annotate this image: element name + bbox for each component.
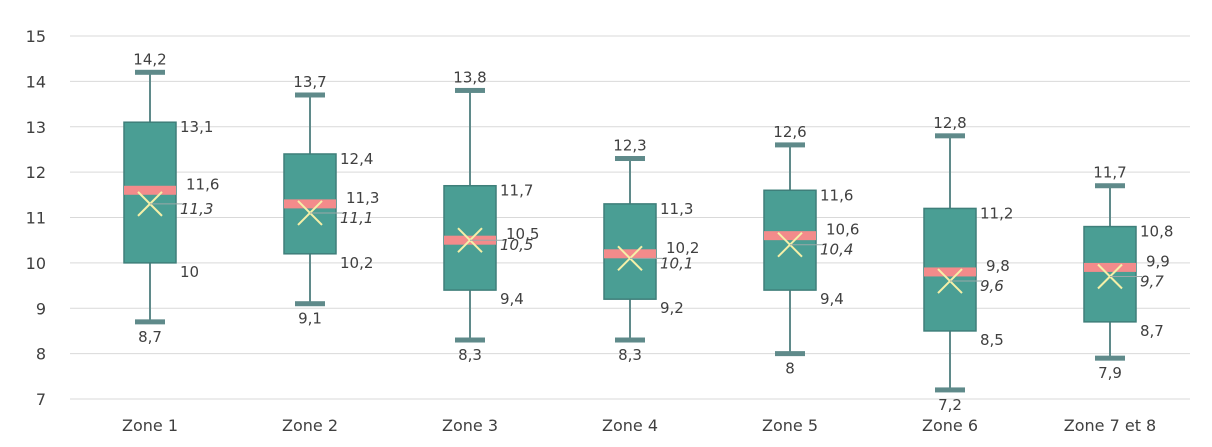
whisker-cap-max: [775, 142, 805, 148]
box-iqr: [763, 189, 817, 291]
label-median: 9,9: [1146, 252, 1170, 270]
median-band: [284, 199, 336, 209]
label-median: 11,3: [346, 189, 379, 207]
label-mean: 10,5: [500, 236, 533, 254]
whisker-cap-min: [295, 301, 325, 307]
x-category-label: Zone 3: [442, 416, 498, 435]
label-max: 12,6: [773, 123, 806, 141]
label-q1: 10,2: [340, 254, 373, 272]
median-band: [1084, 262, 1136, 272]
label-median: 9,8: [986, 257, 1010, 275]
median-band: [764, 231, 816, 241]
label-median: 10,5: [506, 225, 539, 243]
label-max: 11,7: [1093, 164, 1126, 182]
label-q1: 8,5: [980, 331, 1004, 349]
whisker-cap-max: [1095, 183, 1125, 189]
label-q1: 9,2: [660, 299, 684, 317]
x-category-label: Zone 7 et 8: [1064, 416, 1156, 435]
y-tick-label: 10: [26, 254, 46, 273]
y-tick-label: 11: [26, 209, 46, 228]
label-median: 10,2: [666, 239, 699, 257]
label-q3: 11,6: [820, 186, 853, 204]
label-q3: 13,1: [180, 118, 213, 136]
label-q3: 11,7: [500, 182, 533, 200]
whisker-cap-max: [135, 69, 165, 75]
x-category-label: Zone 6: [922, 416, 978, 435]
y-tick-label: 8: [36, 345, 46, 364]
y-tick-label: 13: [26, 118, 46, 137]
label-min: 9,1: [298, 310, 322, 328]
x-category-label: Zone 2: [282, 416, 338, 435]
whisker-cap-min: [135, 319, 165, 325]
label-mean: 10,4: [820, 241, 853, 259]
label-q3: 10,8: [1140, 223, 1173, 241]
whisker-cap-min: [935, 387, 965, 393]
label-median: 10,6: [826, 221, 859, 239]
label-q1: 9,4: [500, 290, 524, 308]
y-tick-label: 15: [26, 27, 46, 46]
median-band: [924, 267, 976, 277]
label-min: 8,7: [138, 328, 162, 346]
y-tick-label: 12: [26, 163, 46, 182]
x-category-label: Zone 1: [122, 416, 178, 435]
whisker-cap-min: [455, 337, 485, 343]
label-mean: 9,6: [980, 277, 1004, 295]
whisker-cap-min: [615, 337, 645, 343]
label-max: 14,2: [133, 50, 166, 68]
x-category-label: Zone 5: [762, 416, 818, 435]
whisker-cap-min: [1095, 355, 1125, 361]
box-iqr: [1083, 225, 1137, 323]
label-mean: 11,1: [340, 209, 373, 227]
label-min: 8,3: [618, 346, 642, 364]
label-min: 8,3: [458, 346, 482, 364]
whisker-cap-max: [295, 92, 325, 98]
y-tick-label: 14: [26, 72, 46, 91]
label-min: 8: [785, 360, 795, 378]
whisker-cap-max: [935, 133, 965, 139]
label-max: 12,3: [613, 137, 646, 155]
whisker-cap-max: [615, 156, 645, 162]
x-category-label: Zone 4: [602, 416, 658, 435]
label-q3: 12,4: [340, 150, 373, 168]
label-max: 12,8: [933, 114, 966, 132]
whisker-cap-min: [775, 351, 805, 357]
label-min: 7,2: [938, 396, 962, 414]
label-mean: 11,3: [180, 200, 213, 218]
label-q3: 11,2: [980, 204, 1013, 222]
label-max: 13,7: [293, 73, 326, 91]
median-band: [124, 185, 176, 195]
median-band: [604, 249, 656, 259]
label-mean: 10,1: [660, 254, 693, 272]
y-tick-label: 7: [36, 390, 46, 409]
label-q1: 9,4: [820, 290, 844, 308]
label-mean: 9,7: [1140, 272, 1164, 290]
label-q1: 8,7: [1140, 322, 1164, 340]
whisker-cap-max: [455, 87, 485, 93]
label-min: 7,9: [1098, 364, 1122, 382]
label-q3: 11,3: [660, 200, 693, 218]
label-median: 11,6: [186, 175, 219, 193]
y-tick-label: 9: [36, 299, 46, 318]
label-q1: 10: [180, 263, 199, 281]
label-max: 13,8: [453, 68, 486, 86]
